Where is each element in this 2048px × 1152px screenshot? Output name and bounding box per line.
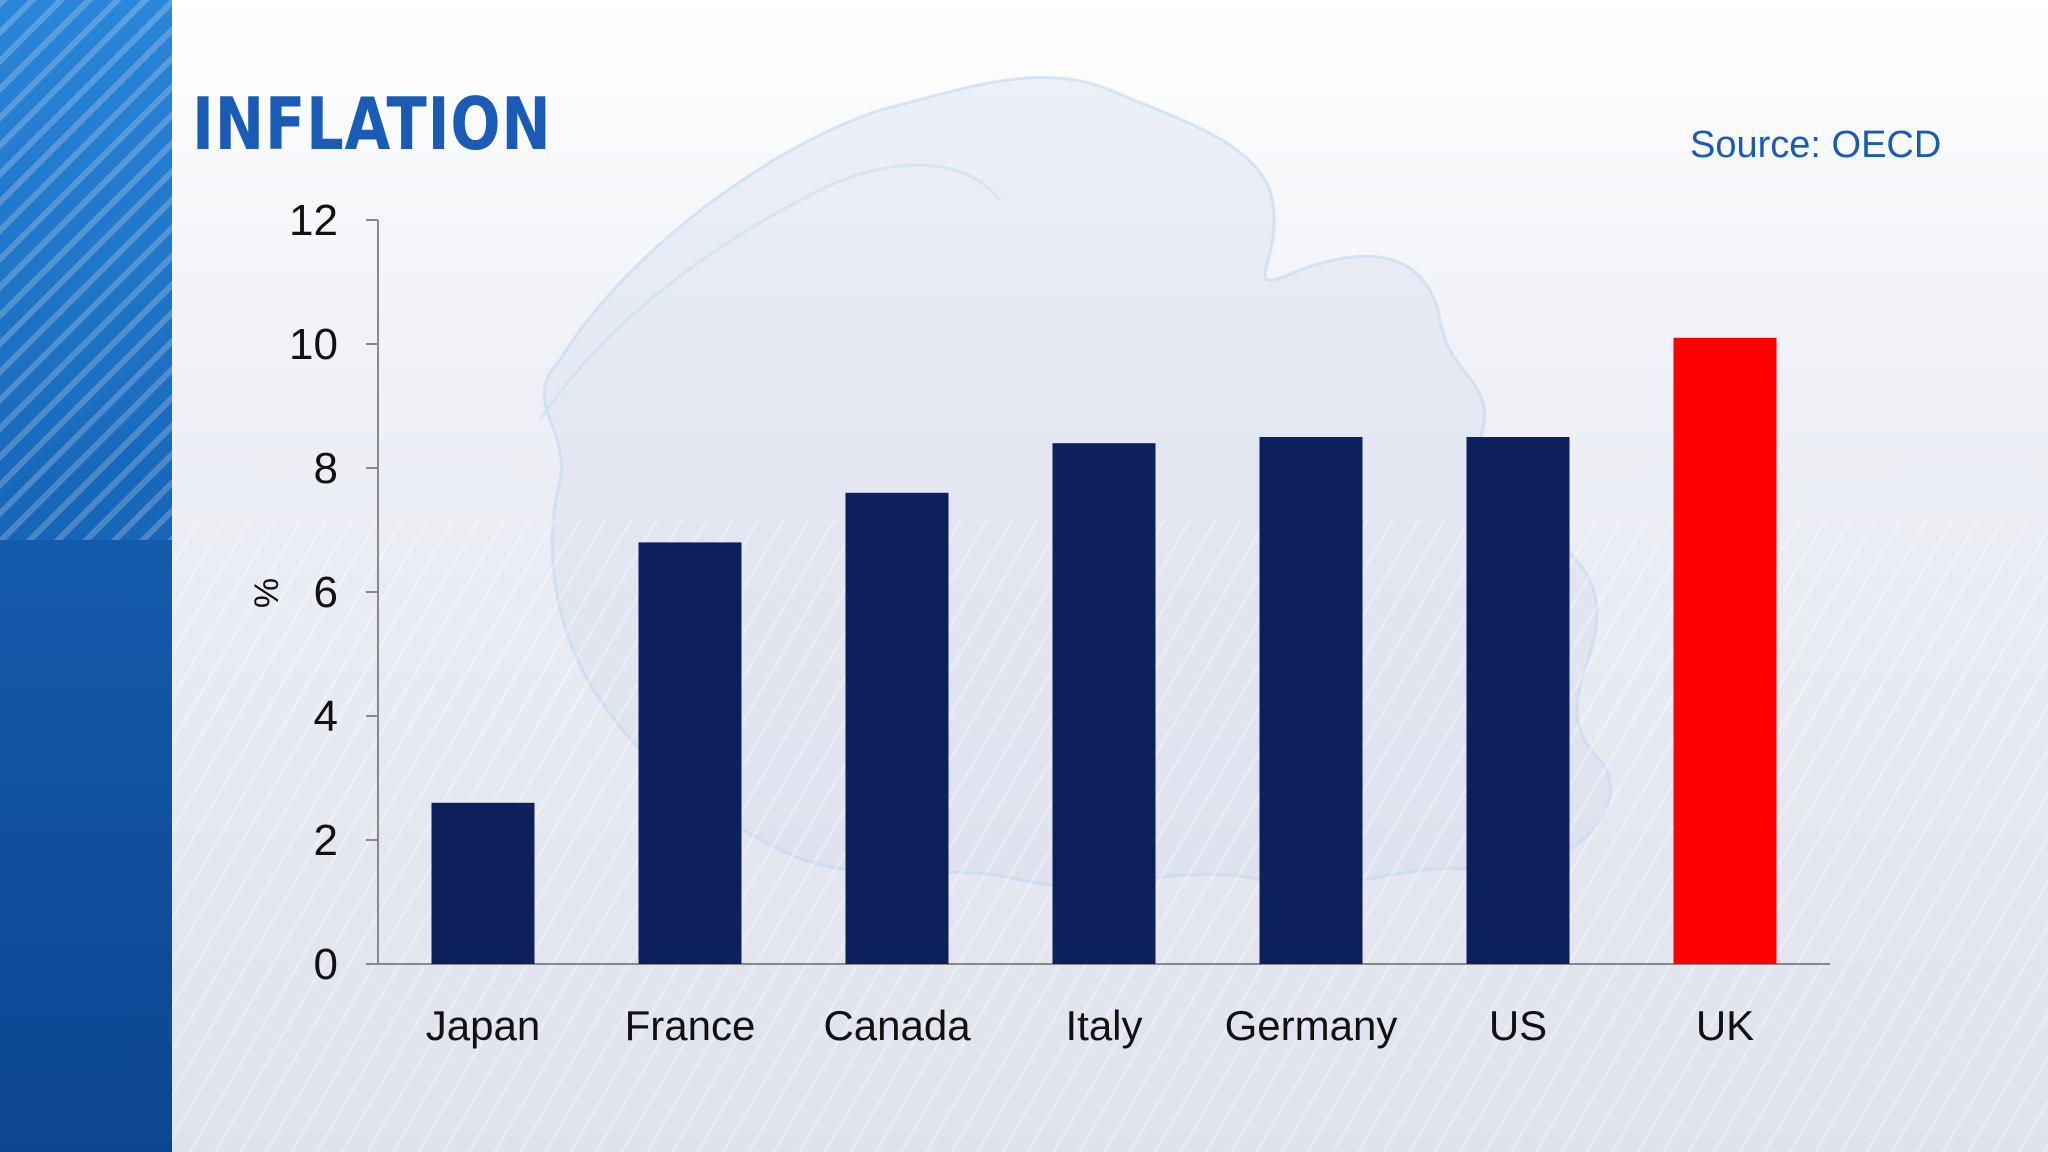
y-tick-label: 6: [314, 568, 338, 617]
x-tick-label: Italy: [1065, 1002, 1142, 1049]
y-tick-label: 10: [289, 320, 338, 369]
source-label: Source: OECD: [1690, 124, 1942, 166]
x-tick-label: France: [625, 1002, 756, 1049]
y-tick-label: 12: [289, 196, 338, 245]
bar-uk: [1673, 337, 1777, 964]
y-tick-label: 4: [314, 692, 338, 741]
side-band-shade: [0, 540, 172, 1152]
side-band: [0, 0, 172, 1152]
x-tick-label: UK: [1696, 1002, 1754, 1049]
x-tick-label: Canada: [823, 1002, 971, 1049]
bar-canada: [845, 492, 949, 964]
bar-italy: [1052, 443, 1156, 964]
bar-france: [638, 542, 742, 964]
chart-title: INFLATION: [192, 82, 552, 166]
y-axis-title: %: [248, 578, 286, 608]
y-tick-label: 2: [314, 816, 338, 865]
bar-japan: [431, 802, 535, 964]
bar-germany: [1259, 437, 1363, 964]
y-tick-label: 0: [314, 940, 338, 989]
x-tick-label: Japan: [426, 1002, 540, 1049]
y-tick-label: 8: [314, 444, 338, 493]
x-tick-label: US: [1489, 1002, 1547, 1049]
x-tick-label: Germany: [1225, 1002, 1398, 1049]
bar-us: [1466, 437, 1570, 964]
